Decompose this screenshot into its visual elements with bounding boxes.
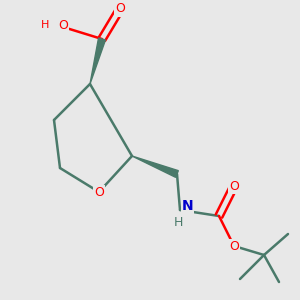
Text: O: O	[229, 239, 239, 253]
Text: O: O	[229, 179, 239, 193]
Text: O: O	[94, 185, 104, 199]
Text: H: H	[41, 20, 50, 31]
Text: N: N	[182, 199, 193, 212]
Text: O: O	[115, 2, 125, 16]
Polygon shape	[132, 156, 178, 177]
Polygon shape	[90, 38, 106, 84]
Text: H: H	[174, 215, 183, 229]
Text: O: O	[58, 19, 68, 32]
